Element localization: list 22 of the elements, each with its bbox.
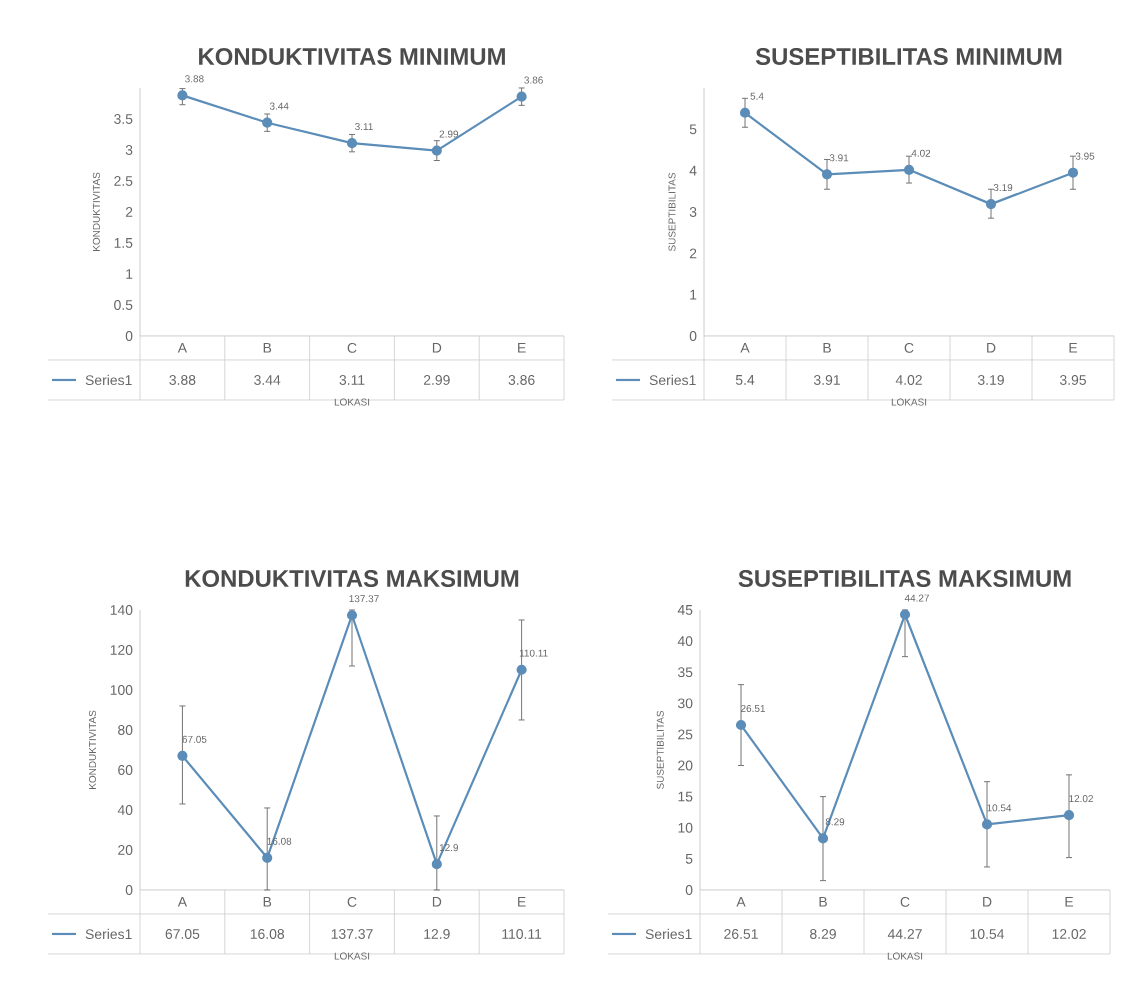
point — [516, 664, 527, 675]
point — [177, 750, 188, 761]
point — [431, 145, 442, 156]
chart-title: KONDUKTIVITAS MAKSIMUM — [185, 570, 519, 587]
point — [262, 117, 273, 128]
chart-title: SUSEPTIBILITAS MINIMUM — [755, 48, 1062, 65]
point — [985, 199, 997, 210]
point — [903, 164, 915, 175]
chart-title: KONDUKTIVITAS MINIMUM — [199, 48, 505, 65]
point — [516, 91, 527, 102]
point — [346, 138, 358, 149]
point — [177, 90, 188, 101]
point — [981, 819, 993, 830]
point — [1063, 810, 1075, 821]
chart-title: SUSEPTIBILITAS MAKSIMUM — [738, 570, 1071, 587]
point — [1067, 167, 1079, 178]
point — [739, 107, 751, 118]
point — [262, 852, 273, 863]
point — [821, 169, 833, 180]
point — [817, 833, 829, 844]
point — [431, 859, 442, 870]
point — [735, 719, 747, 731]
